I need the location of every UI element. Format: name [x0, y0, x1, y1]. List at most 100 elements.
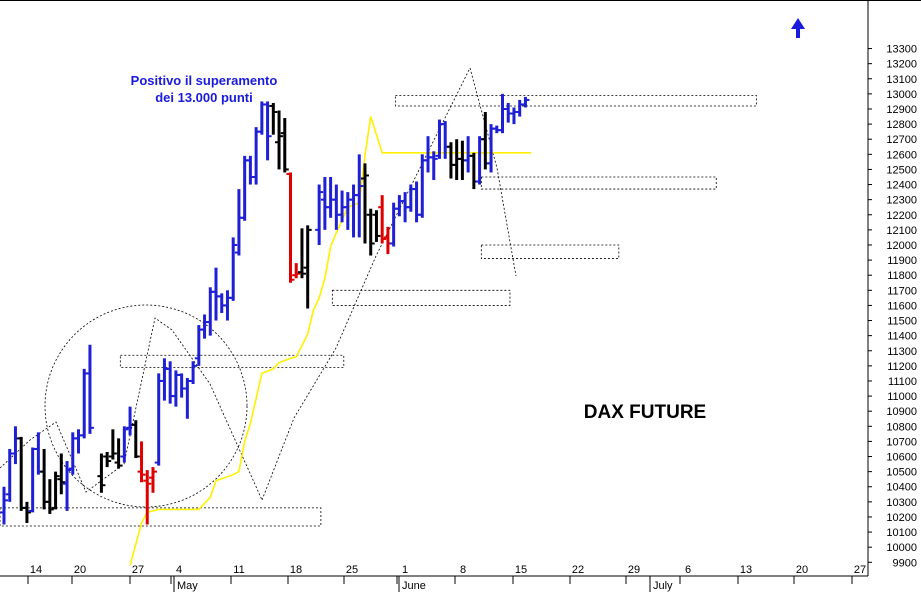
ohlc-bar — [22, 501, 31, 524]
ohlc-bar — [212, 267, 221, 321]
y-tick-label: 10700 — [886, 436, 917, 448]
pattern-overlay — [0, 67, 517, 508]
y-tick-label: 12500 — [886, 164, 917, 176]
ohlc-bar — [240, 155, 249, 221]
ohlc-bar — [28, 447, 37, 513]
support-zone — [0, 507, 322, 527]
ohlc-bar — [269, 102, 278, 135]
ohlc-bar — [257, 101, 266, 135]
ohlc-bar — [34, 432, 43, 475]
ohlc-bar — [446, 142, 455, 179]
x-tick-label: 27 — [854, 564, 866, 576]
y-tick-label: 12900 — [886, 104, 917, 116]
y-tick-label: 11200 — [887, 361, 917, 373]
x-tick-label: 18 — [290, 564, 302, 576]
ohlc-bar — [126, 406, 135, 436]
support-zone — [119, 354, 345, 368]
y-tick-label: 12700 — [886, 134, 917, 146]
x-tick-label: 20 — [796, 564, 808, 576]
ohlc-bar — [183, 377, 192, 419]
ohlc-bar — [275, 110, 284, 170]
ohlc-bar — [412, 181, 421, 223]
ohlc-bar — [131, 420, 140, 459]
ohlc-bar — [429, 151, 438, 181]
moving-average-line — [129, 116, 532, 566]
ohlc-bar — [509, 107, 518, 125]
moving-average-layer — [129, 116, 532, 566]
ohlc-bar — [332, 184, 341, 230]
y-tick-label: 11000 — [887, 391, 917, 403]
ohlc-bar — [326, 176, 335, 218]
y-tick-label: 11500 — [887, 316, 917, 328]
y-tick-label: 10300 — [886, 497, 917, 509]
x-tick-label: 6 — [685, 564, 691, 576]
x-tick-label: 20 — [74, 564, 86, 576]
ohlc-bar — [303, 225, 312, 309]
ohlc-bar — [97, 453, 106, 493]
trendline-rally — [261, 67, 471, 501]
x-tick-label: 22 — [572, 564, 584, 576]
y-tick-label: 12800 — [886, 119, 917, 131]
ohlc-bar — [0, 486, 8, 525]
y-tick-label: 11900 — [887, 255, 917, 267]
ohlc-bar — [160, 358, 169, 401]
ohlc-bar — [343, 192, 352, 230]
month-label: May — [177, 580, 198, 592]
ohlc-bar — [263, 101, 272, 161]
support-zone — [331, 289, 511, 306]
y-tick-label: 13000 — [886, 89, 917, 101]
y-tick-label: 11100 — [888, 376, 917, 388]
ohlc-bar — [143, 470, 152, 525]
y-tick-label: 13100 — [886, 74, 917, 86]
ohlc-bar — [120, 426, 129, 463]
trendline-drop — [469, 67, 517, 277]
y-tick-label: 10900 — [886, 406, 917, 418]
ohlc-bar — [114, 438, 123, 469]
x-tick-label: 13 — [740, 564, 752, 576]
ohlc-bar — [74, 429, 83, 454]
ohlc-bar — [206, 287, 215, 336]
ohlc-bar — [487, 124, 496, 173]
y-tick-label: 10500 — [886, 467, 917, 479]
ohlc-bar — [286, 172, 295, 283]
support-zones — [0, 94, 757, 527]
ohlc-bar — [246, 155, 255, 185]
ohlc-bar — [383, 226, 392, 255]
month-label: June — [402, 580, 426, 592]
ohlc-bar — [395, 195, 404, 217]
ohlc-bar — [481, 112, 490, 170]
y-tick-label: 11400 — [887, 331, 917, 343]
y-tick-label: 13200 — [886, 59, 917, 71]
ohlc-bar — [292, 263, 301, 279]
ohlc-bar — [315, 184, 324, 245]
x-tick-label: 14 — [30, 564, 42, 576]
ohlc-bar — [464, 136, 473, 173]
ohlc-bar — [515, 99, 524, 117]
ohlc-bar — [103, 451, 112, 468]
y-tick-label: 12600 — [886, 149, 917, 161]
ohlc-bar — [154, 373, 163, 466]
y-tick-label: 11600 — [887, 300, 917, 312]
support-zone — [394, 94, 757, 107]
month-label: July — [653, 580, 673, 592]
y-tick-label: 13300 — [886, 44, 917, 56]
ohlc-bar — [360, 163, 369, 244]
ohlc-bar — [80, 368, 89, 439]
x-tick-label: 27 — [132, 564, 144, 576]
ohlc-bar — [40, 448, 49, 510]
ohlc-bar — [177, 373, 186, 398]
ohlc-bar — [498, 93, 507, 134]
y-tick-label: 9900 — [893, 557, 917, 569]
ohlc-bar — [320, 176, 329, 230]
ohlc-bar — [189, 361, 198, 384]
ohlc-bar — [424, 136, 433, 173]
ohlc-bar — [108, 429, 117, 460]
y-tick-label: 10000 — [886, 542, 917, 554]
ohlc-bar — [252, 127, 261, 185]
y-tick-label: 10100 — [886, 527, 917, 539]
y-tick-label: 10600 — [886, 452, 917, 464]
y-tick-label: 12300 — [886, 195, 917, 207]
ohlc-bar — [166, 361, 175, 404]
ohlc-bar — [85, 344, 94, 434]
ohlc-bar — [297, 228, 306, 279]
